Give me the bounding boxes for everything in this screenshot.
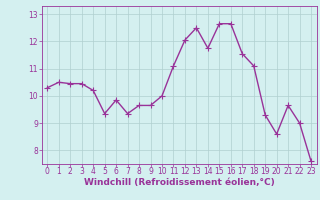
X-axis label: Windchill (Refroidissement éolien,°C): Windchill (Refroidissement éolien,°C) (84, 178, 275, 187)
